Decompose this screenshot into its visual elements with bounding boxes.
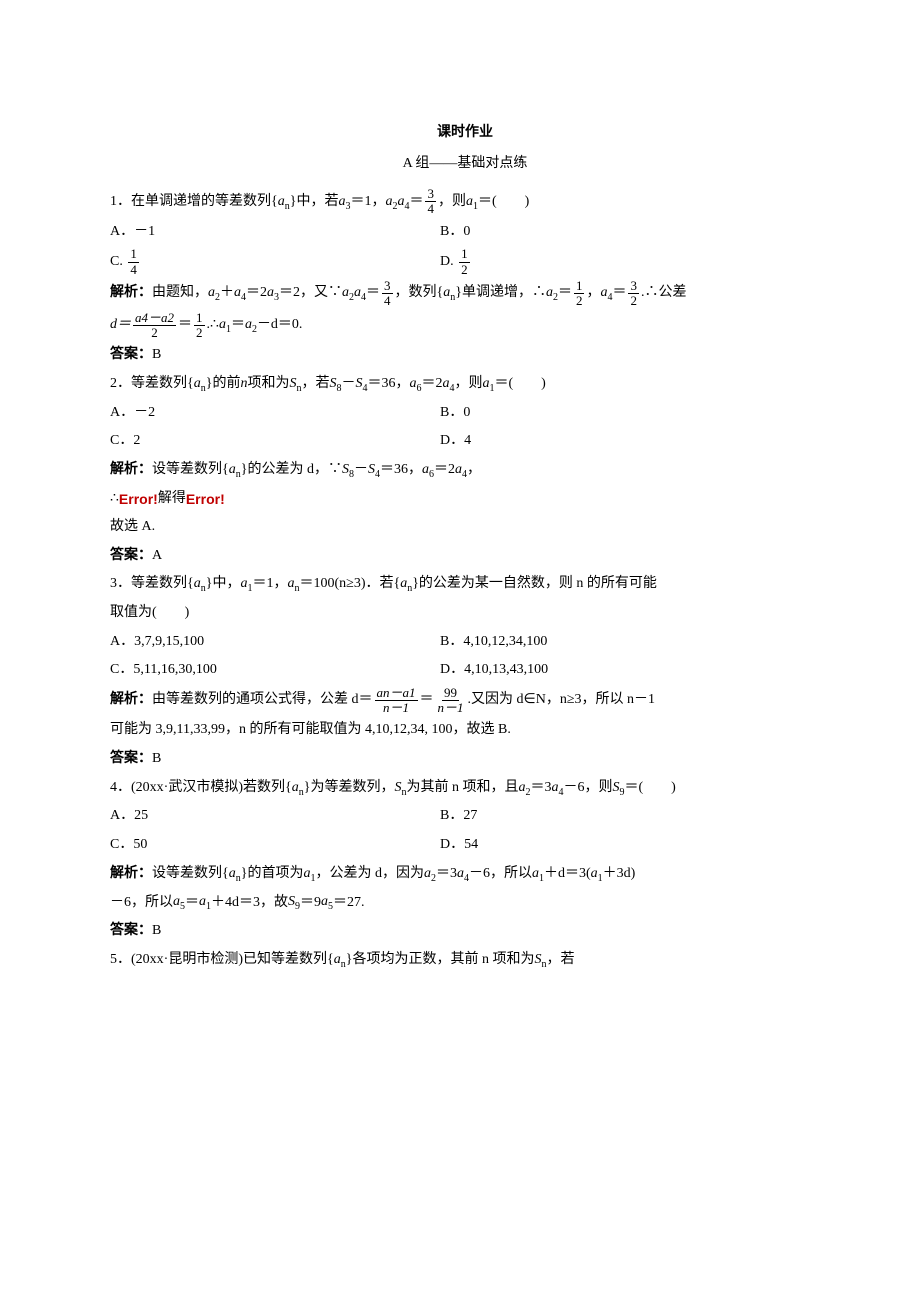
- q1-stem: 1．在单调递增的等差数列{ an }中，若 a3 ＝1， a2a4 ＝ 34 ，…: [110, 187, 820, 217]
- var-a1: a1: [466, 189, 478, 216]
- opt-b: B．27: [440, 803, 820, 830]
- var-a3: a3: [338, 189, 350, 216]
- text: ，则: [438, 189, 466, 216]
- opt-b: B．0: [440, 400, 820, 427]
- opt-d: D. 12: [440, 247, 820, 277]
- opt-a: A．－1: [110, 219, 440, 246]
- q2-opts-2: C．2 D．4: [110, 428, 820, 455]
- q4-stem: 4．(20xx·武汉市模拟)若数列{ an }为等差数列， Sn 为其前 n 项…: [110, 775, 820, 802]
- q4-solution-1: 解析： 设等差数列{ an }的首项为 a1 ，公差为 d，因为 a2 ＝3 a…: [110, 861, 820, 888]
- q3-opts-2: C．5,11,16,30,100 D．4,10,13,43,100: [110, 657, 820, 684]
- text: }中，若: [290, 189, 339, 216]
- q2-stem: 2．等差数列{ an }的前 n 项和为 Sn ，若 S8 － S4 ＝36， …: [110, 371, 820, 398]
- opt-c: C．50: [110, 832, 440, 859]
- opt-b: B．4,10,12,34,100: [440, 629, 820, 656]
- error-text: Error!: [119, 486, 158, 513]
- var-an: an: [278, 189, 290, 216]
- section-title: A 组——基础对点练: [110, 151, 820, 178]
- opt-c: C．2: [110, 428, 440, 455]
- q4-opts-2: C．50 D．54: [110, 832, 820, 859]
- q5-stem: 5．(20xx·昆明市检测)已知等差数列{ an }各项均为正数，其前 n 项和…: [110, 947, 820, 974]
- q1-opts-1: A．－1 B．0: [110, 219, 820, 246]
- q1-solution-1: 解析： 由题知， a2 ＋ a4 ＝2 a3 ＝2，又∵ a2a4 ＝ 34 ，…: [110, 279, 820, 309]
- q3-solution-1: 解析： 由等差数列的通项公式得，公差 d＝ an－a1n－1 ＝ 99n－1 .…: [110, 686, 820, 716]
- q3-answer: 答案：B: [110, 746, 820, 773]
- text: ＝: [409, 189, 423, 216]
- text: 1．在单调递增的等差数列{: [110, 189, 278, 216]
- q4-opts-1: A．25 B．27: [110, 803, 820, 830]
- text: ＝1，: [350, 189, 385, 216]
- q1-opts-2: C. 14 D. 12: [110, 247, 820, 277]
- q2-opts-1: A．－2 B．0: [110, 400, 820, 427]
- opt-c: C．5,11,16,30,100: [110, 657, 440, 684]
- q4-answer: 答案：B: [110, 918, 820, 945]
- opt-d: D．4: [440, 428, 820, 455]
- opt-a: A．3,7,9,15,100: [110, 629, 440, 656]
- opt-d: D．4,10,13,43,100: [440, 657, 820, 684]
- opt-d: D．54: [440, 832, 820, 859]
- q4-solution-2: －6，所以 a5 ＝ a1 ＋4d＝3，故 S9 ＝9 a5 ＝27.: [110, 889, 820, 916]
- opt-a: A．25: [110, 803, 440, 830]
- q3-stem-2: 取值为( ): [110, 600, 820, 627]
- q2-answer: 答案：A: [110, 543, 820, 570]
- error-text: Error!: [186, 486, 225, 513]
- var-a2a4: a2a4: [385, 189, 409, 216]
- q3-solution-2: 可能为 3,9,11,33,99，n 的所有可能取值为 4,10,12,34, …: [110, 717, 820, 744]
- q2-conclusion: 故选 A.: [110, 514, 820, 541]
- q1-answer: 答案：B: [110, 342, 820, 369]
- frac-3-4: 34: [425, 187, 436, 217]
- sol-label: 解析：: [110, 280, 152, 307]
- opt-a: A．－2: [110, 400, 440, 427]
- q3-opts-1: A．3,7,9,15,100 B．4,10,12,34,100: [110, 629, 820, 656]
- opt-b: B．0: [440, 219, 820, 246]
- q2-solution-1: 解析： 设等差数列{ an }的公差为 d，∵ S8 － S4 ＝36， a6 …: [110, 457, 820, 484]
- page-title: 课时作业: [110, 120, 820, 147]
- q2-error-line: ∴ Error! 解得 Error!: [110, 486, 820, 513]
- q1-solution-2: d＝ a4－a22 ＝ 12 .∴ a1 ＝ a2 －d＝0.: [110, 311, 820, 341]
- opt-c: C. 14: [110, 247, 440, 277]
- text: ＝( ): [478, 189, 529, 216]
- q3-stem-1: 3．等差数列{ an }中， a1 ＝1， an ＝100(n≥3)．若{ an…: [110, 571, 820, 598]
